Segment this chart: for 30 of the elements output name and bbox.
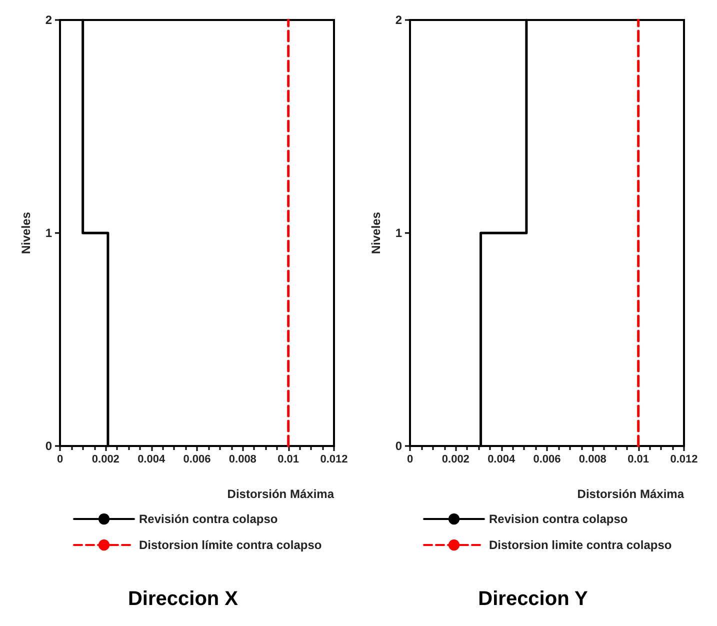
x-tick-label: 0.002 (92, 454, 120, 466)
x-tick-label: 0.002 (442, 454, 470, 466)
x-axis-title: Distorsión Máxima (577, 487, 684, 501)
x-tick-label: 0.012 (670, 454, 698, 466)
y-tick-label: 0 (45, 439, 52, 453)
x-tick-label: 0.008 (578, 454, 606, 466)
x-tick-label: 0.012 (320, 454, 348, 466)
y-axis-title: Niveles (19, 212, 33, 254)
x-tick-label: 0.004 (488, 454, 516, 466)
x-tick-label: 0.008 (228, 454, 256, 466)
x-tick-label: 0.006 (183, 454, 211, 466)
legend-label: Distorsion limite contra colapso (489, 538, 672, 552)
y-tick-label: 1 (45, 226, 52, 240)
legend-label: Revisión contra colapso (139, 512, 278, 526)
x-tick-label: 0 (56, 454, 64, 466)
x-tick-label: 0.004 (138, 454, 166, 466)
x-tick-label: 0.01 (628, 454, 650, 466)
legend-label: Revision contra colapso (489, 512, 628, 526)
y-tick-label: 2 (395, 13, 402, 27)
x-tick-label: 0.01 (278, 454, 300, 466)
y-tick-label: 2 (45, 13, 52, 27)
y-axis-title: Niveles (369, 212, 383, 254)
x-tick-label: 0.006 (533, 454, 561, 466)
x-tick-label: 0 (406, 454, 414, 466)
x-axis-title: Distorsión Máxima (227, 487, 334, 501)
legend-label: Distorsion límite contra colapso (139, 538, 322, 552)
y-tick-label: 0 (395, 439, 402, 453)
text: Direccion X (128, 588, 239, 610)
text: Direccion Y (478, 588, 588, 610)
y-tick-label: 1 (395, 226, 402, 240)
